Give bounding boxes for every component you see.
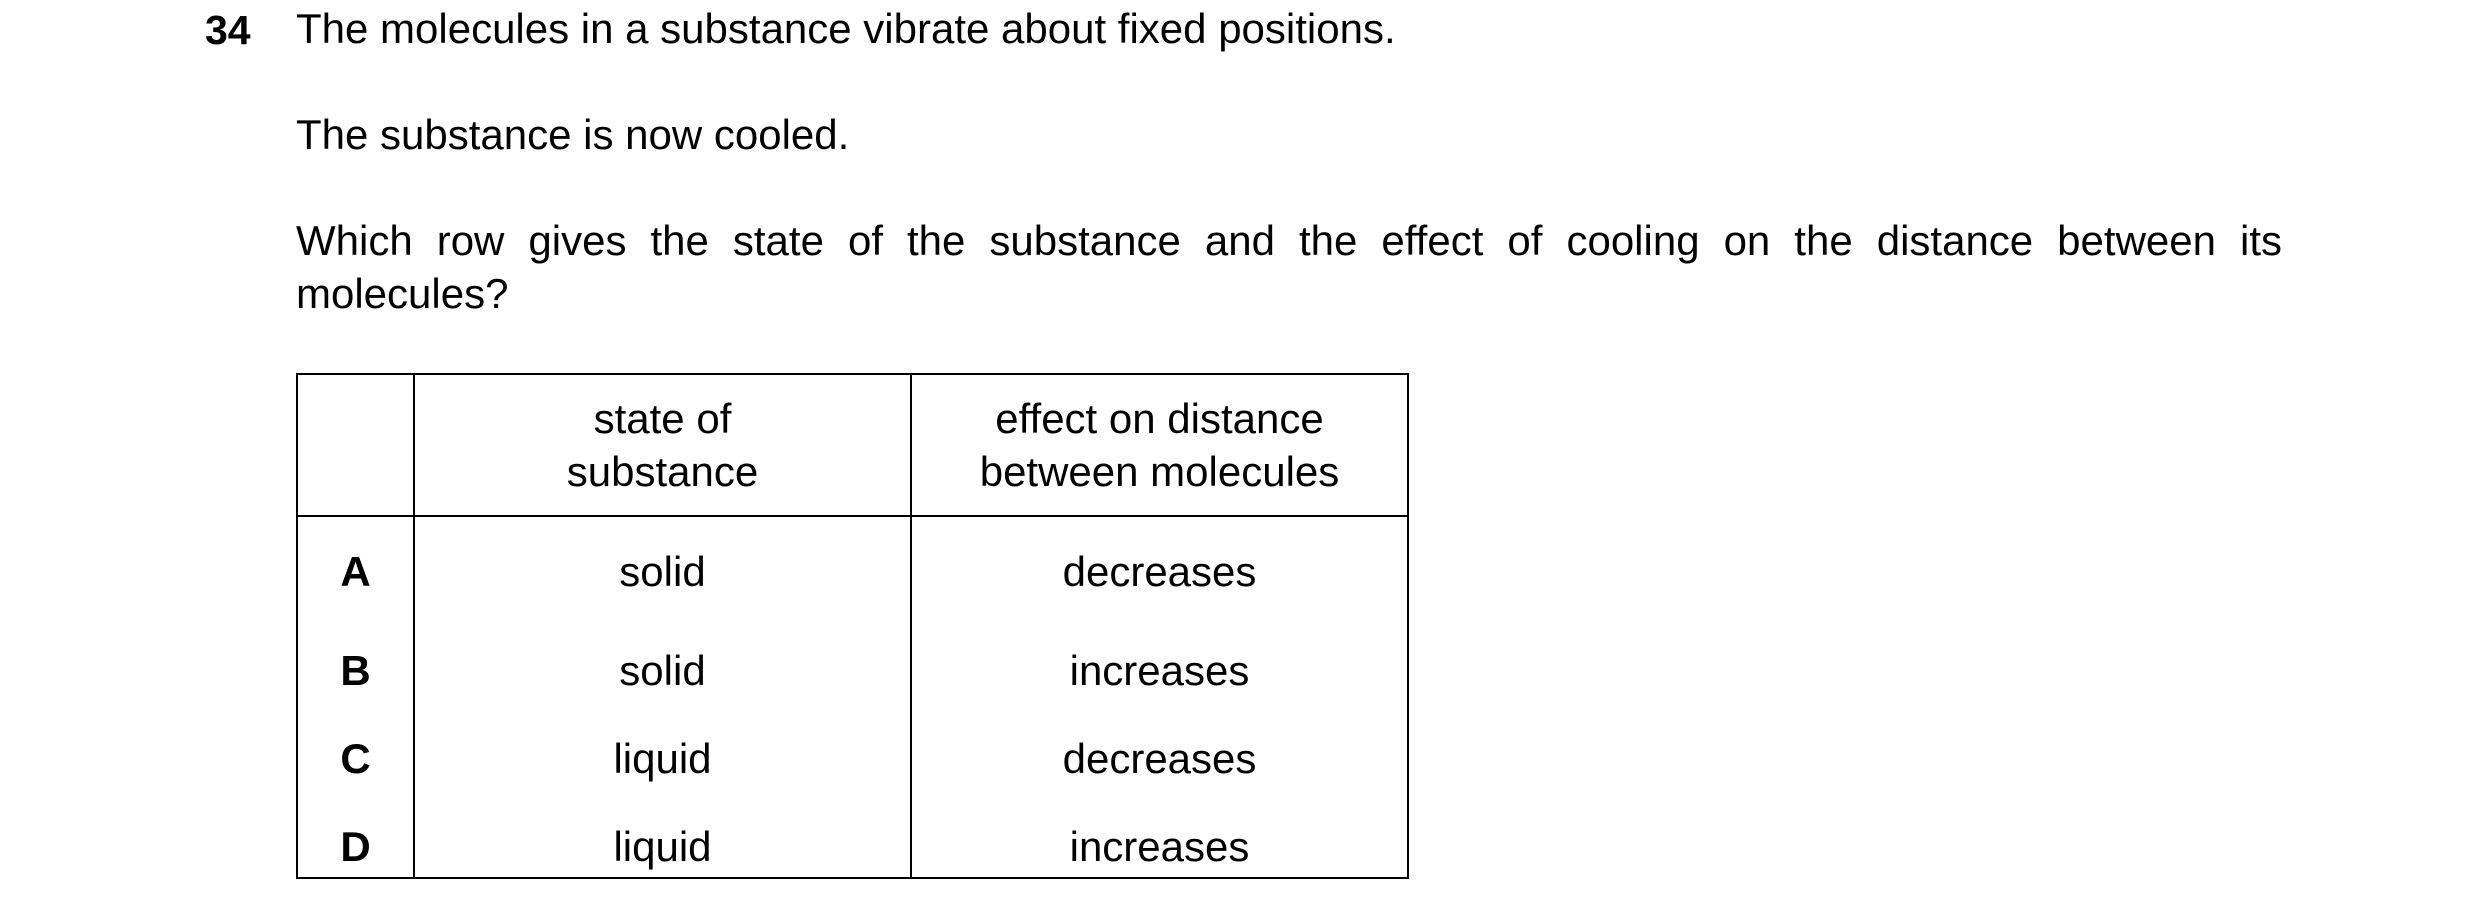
option-state: solid xyxy=(413,627,912,715)
table-header-row: state of substance effect on distance be… xyxy=(296,373,1409,517)
option-letter: C xyxy=(296,715,415,803)
header-state-line-1: state of xyxy=(593,395,732,442)
table-row[interactable]: D liquid increases xyxy=(296,803,1409,879)
question-condition: The substance is now cooled. xyxy=(296,111,850,158)
question-number: 34 xyxy=(205,7,251,53)
option-state: solid xyxy=(413,516,912,627)
option-effect: decreases xyxy=(910,516,1409,627)
header-state-of-substance: state of substance xyxy=(413,373,912,517)
answer-options-table: state of substance effect on distance be… xyxy=(296,373,1409,879)
option-effect: increases xyxy=(910,803,1409,879)
option-effect: increases xyxy=(910,627,1409,715)
option-letter: A xyxy=(296,516,415,627)
option-letter: D xyxy=(296,803,415,879)
table-row[interactable]: C liquid decreases xyxy=(296,715,1409,803)
option-state: liquid xyxy=(413,803,912,879)
header-effect-on-distance: effect on distance between molecules xyxy=(910,373,1409,517)
header-effect-line-2: between molecules xyxy=(979,448,1340,495)
header-state-line-2: substance xyxy=(566,448,759,495)
option-letter: B xyxy=(296,627,415,715)
option-effect: decreases xyxy=(910,715,1409,803)
question-statement: The molecules in a substance vibrate abo… xyxy=(296,5,1396,52)
table-row[interactable]: A solid decreases xyxy=(296,516,1409,627)
question-prompt: Which row gives the state of the substan… xyxy=(296,217,2282,317)
header-effect-line-1: effect on distance xyxy=(995,395,1324,442)
table-row[interactable]: B solid increases xyxy=(296,627,1409,715)
header-letter-cell xyxy=(296,373,415,517)
option-state: liquid xyxy=(413,715,912,803)
